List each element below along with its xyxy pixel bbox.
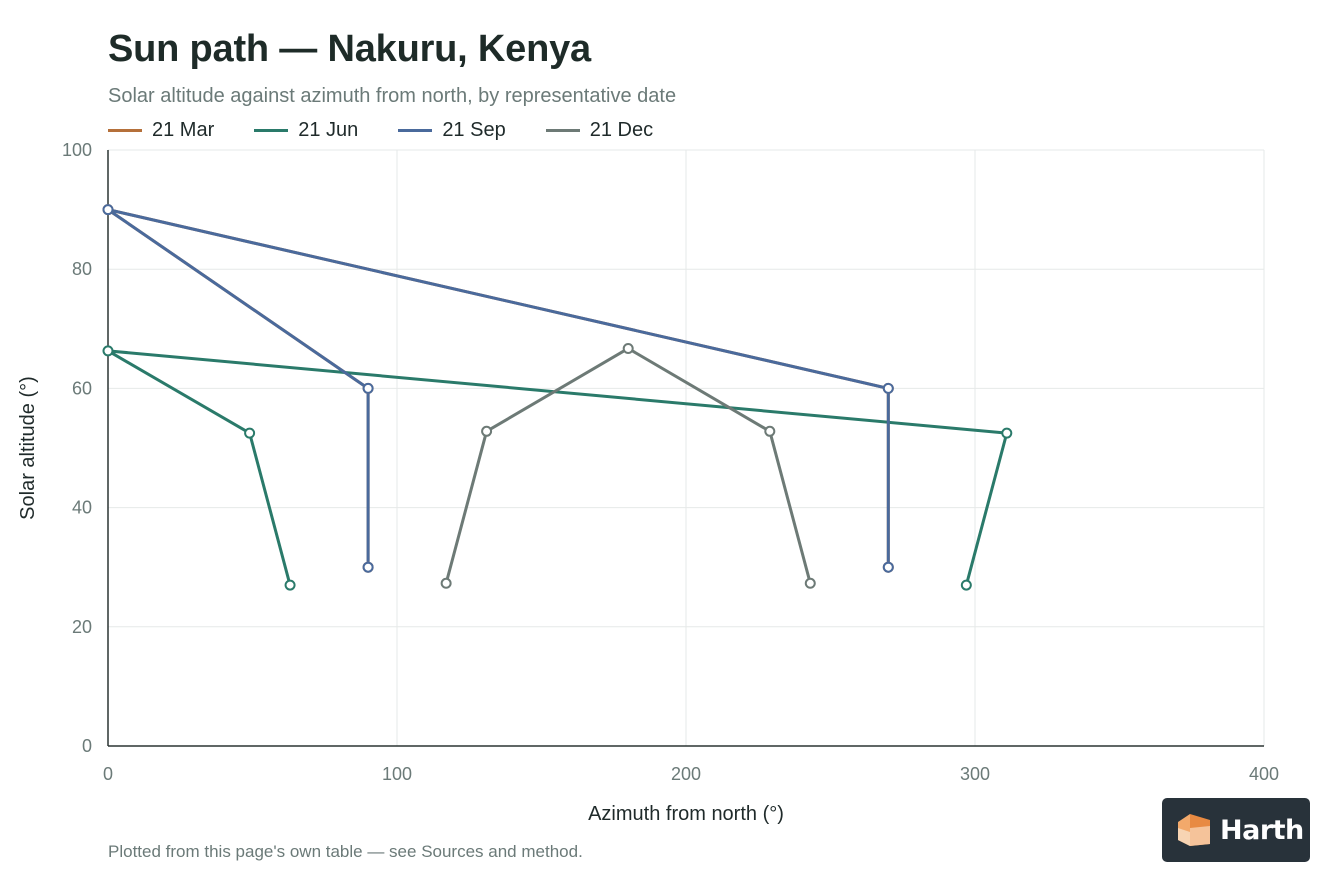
harth-logo[interactable]: Harth: [1162, 798, 1310, 862]
data-point-1: [1001, 427, 1013, 439]
x-axis-title: Azimuth from north (°): [588, 803, 784, 825]
data-point-3: [804, 577, 816, 589]
series-line-3: [444, 346, 812, 585]
x-tick-label: 100: [382, 764, 412, 784]
data-point-1: [284, 579, 296, 591]
data-point-3: [764, 425, 776, 437]
y-tick-label: 40: [72, 498, 92, 518]
legend-label-mar: 21 Mar: [152, 119, 215, 141]
data-point-1: [960, 579, 972, 591]
chart-footnote: Plotted from this page's own table — see…: [108, 842, 583, 861]
legend-item-sep[interactable]: 21 Sep: [398, 119, 506, 142]
chart-subtitle: Solar altitude against azimuth from nort…: [108, 85, 677, 107]
data-point-2: [882, 561, 894, 573]
logo-text: Harth: [1220, 814, 1304, 846]
data-point-2: [102, 204, 114, 216]
legend-label-sep: 21 Sep: [442, 119, 506, 141]
legend-swatch-mar: [108, 129, 142, 132]
legend-label-dec: 21 Dec: [589, 119, 654, 141]
y-axis-title: Solar altitude (°): [17, 376, 39, 520]
legend-item-jun[interactable]: 21 Jun: [254, 119, 358, 142]
data-point-2: [882, 382, 894, 394]
y-tick-label: 0: [82, 736, 92, 756]
legend-swatch-dec: [545, 129, 580, 132]
y-tick-label: 80: [72, 259, 92, 279]
x-tick-label: 0: [103, 764, 113, 784]
x-tick-label: 300: [960, 764, 990, 784]
data-point-3: [440, 577, 452, 589]
data-point-2: [362, 382, 374, 394]
data-point-3: [622, 342, 634, 354]
x-tick-label: 200: [671, 764, 701, 784]
data-point-1: [244, 427, 256, 439]
y-tick-label: 20: [72, 617, 92, 637]
legend-swatch-sep: [398, 129, 433, 132]
legend-item-dec[interactable]: 21 Dec: [545, 119, 654, 142]
x-tick-label: 400: [1249, 764, 1279, 784]
box-icon: [1178, 814, 1210, 846]
data-point-3: [481, 425, 493, 437]
data-point-2: [362, 561, 374, 573]
chart-legend: 21 Mar 21 Jun 21 Sep 21 Dec: [108, 119, 653, 142]
legend-item-mar[interactable]: 21 Mar: [108, 119, 214, 142]
y-tick-label: 100: [62, 140, 92, 160]
chart-title: Sun path — Nakuru, Kenya: [108, 28, 591, 70]
legend-swatch-jun: [254, 129, 289, 132]
data-point-1: [102, 345, 114, 357]
legend-label-jun: 21 Jun: [298, 119, 359, 141]
y-tick-label: 60: [72, 378, 92, 398]
